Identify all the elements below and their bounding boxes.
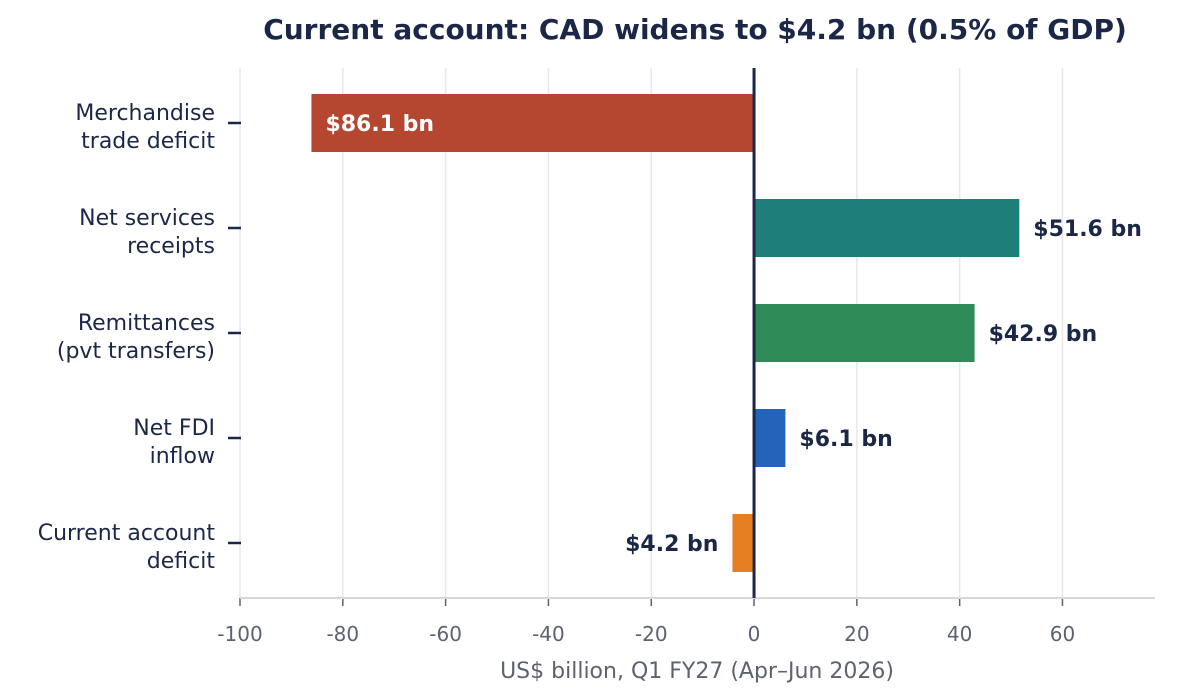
x-axis-title: US$ billion, Q1 FY27 (Apr–Jun 2026) [500,659,894,684]
bar [754,304,975,362]
category-label: Current account [38,521,216,546]
data-label: $4.2 bn [625,532,718,557]
chart-title: Current account: CAD widens to $4.2 bn (… [263,13,1127,46]
category-label: (pvt transfers) [57,339,215,364]
data-label: $86.1 bn [325,112,434,137]
axes: -100 -80 -60 -40 -20 0 20 40 60 Merchandise trade … [38,68,1155,646]
x-tick-label: -40 [532,622,565,646]
x-tick-label: 40 [947,622,972,646]
x-tick-label: -80 [326,622,359,646]
data-label: $6.1 bn [799,427,892,452]
x-tick-label: 0 [748,622,761,646]
bars [311,94,1020,572]
category-label: trade deficit [81,129,215,154]
data-labels: $86.1 bn $51.6 bn $42.9 bn $6.1 bn $4.2 bn [325,112,1142,557]
x-tick-label: -60 [429,622,462,646]
x-tick-label: 60 [1050,622,1075,646]
bar [732,514,755,572]
bar [754,409,786,467]
category-label: Net services [79,206,215,231]
data-label: $42.9 bn [989,322,1098,347]
bar [754,199,1020,257]
data-label: $51.6 bn [1033,217,1142,242]
x-tick-label: 20 [844,622,869,646]
category-label: inflow [150,444,215,469]
category-label: receipts [127,234,215,259]
category-label: Net FDI [133,416,215,441]
category-label: deficit [147,549,216,574]
bar [311,94,755,152]
category-label: Remittances [78,311,215,336]
category-label: Merchandise [75,101,215,126]
x-tick-label: -20 [635,622,668,646]
x-tick-label: -100 [217,622,262,646]
